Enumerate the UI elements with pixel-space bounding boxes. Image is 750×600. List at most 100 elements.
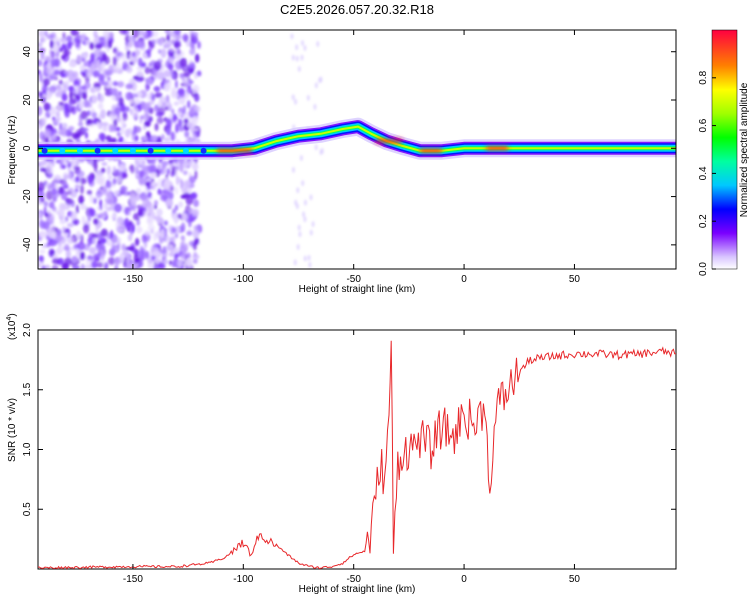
streak-speck <box>295 44 299 51</box>
noise-speck <box>52 43 59 53</box>
colorbar-ticks: 0.0 0.2 0.4 0.6 0.8 <box>698 70 716 276</box>
noise-speck <box>93 218 99 225</box>
top-y-ticks: -40 -20 0 20 40 <box>22 46 676 252</box>
noise-speck <box>52 36 61 44</box>
noise-speck <box>164 235 172 244</box>
noise-speck <box>73 166 79 171</box>
streak-speck <box>307 254 311 261</box>
noise-speck <box>121 243 126 251</box>
bottom-x-axis-label: Height of straight line (km) <box>299 584 416 595</box>
noise-speck <box>55 111 60 118</box>
noise-speck <box>117 81 125 88</box>
noise-speck <box>62 49 71 57</box>
noise-speck <box>154 257 161 264</box>
ridge-dot <box>147 147 154 154</box>
noise-speck <box>73 243 80 250</box>
noise-speck <box>168 251 175 257</box>
noise-speck <box>148 40 152 46</box>
noise-speck <box>136 226 143 234</box>
streak-speck <box>296 187 300 194</box>
streak-speck <box>291 166 295 173</box>
noise-speck <box>171 108 175 115</box>
noise-speck <box>182 33 189 42</box>
noise-speck <box>173 30 181 35</box>
noise-speck <box>85 258 92 266</box>
noise-speck <box>91 233 99 239</box>
noise-speck <box>40 51 45 61</box>
noise-speck <box>168 260 173 266</box>
bottom-x-tick-label-4: 50 <box>569 574 581 585</box>
noise-speck <box>80 110 88 120</box>
noise-speck <box>75 204 80 214</box>
noise-speck <box>49 249 55 256</box>
noise-speck <box>172 113 177 119</box>
ridge-dot <box>59 147 66 154</box>
top-y-tick-label-0: -40 <box>22 237 33 252</box>
streak-speck <box>291 54 295 61</box>
noise-speck <box>156 137 161 143</box>
noise-speck <box>185 257 193 267</box>
noise-speck <box>96 205 101 211</box>
noise-speck <box>66 35 73 42</box>
noise-speck <box>129 108 134 116</box>
noise-speck <box>108 124 114 133</box>
bottom-y-axis-label: SNR (10 * v/v) <box>7 398 18 462</box>
noise-speck <box>194 169 198 180</box>
streak-speck <box>300 54 304 61</box>
noise-speck <box>93 198 97 204</box>
ridge-dot <box>41 147 48 154</box>
noise-speck <box>159 249 167 254</box>
top-y-tick-label-2: 0 <box>22 145 33 151</box>
noise-speck <box>63 102 69 112</box>
noise-speck <box>177 118 183 128</box>
noise-speck <box>63 184 69 189</box>
noise-speck <box>60 54 66 60</box>
noise-speck <box>116 176 122 183</box>
noise-speck <box>77 90 83 96</box>
ridge-dot <box>165 147 172 154</box>
noise-speck <box>107 257 116 266</box>
noise-speck <box>161 163 166 170</box>
noise-speck <box>180 235 185 241</box>
noise-speck <box>154 204 158 210</box>
noise-speck <box>153 60 162 71</box>
figure-title: C2E5.2026.057.20.32.R18 <box>280 2 434 17</box>
noise-speck <box>44 30 48 37</box>
noise-speck <box>129 195 137 206</box>
noise-speck <box>135 192 141 201</box>
noise-speck <box>137 57 143 67</box>
noise-speck <box>96 121 100 128</box>
noise-speck <box>124 44 130 51</box>
noise-speck <box>157 71 165 80</box>
noise-speck <box>38 42 43 48</box>
noise-speck <box>41 264 46 269</box>
noise-speck <box>56 246 62 255</box>
colorbar-tick-label-4: 0.8 <box>698 70 709 84</box>
noise-speck <box>164 30 171 34</box>
noise-speck <box>80 203 87 210</box>
noise-speck <box>94 43 103 50</box>
noise-speck <box>112 56 117 67</box>
noise-speck <box>76 170 85 178</box>
noise-speck <box>74 39 81 48</box>
bottom-y-tick-label-2: 1.5 <box>22 382 33 396</box>
noise-speck <box>91 260 98 269</box>
noise-speck <box>194 94 200 102</box>
noise-speck <box>114 256 121 266</box>
noise-speck <box>38 212 42 218</box>
noise-speck <box>127 234 133 242</box>
streak-speck <box>314 82 318 89</box>
noise-speck <box>76 54 82 64</box>
noise-speck <box>113 118 118 127</box>
bottom-y-tick-label-0: 0.5 <box>22 502 33 516</box>
noise-speck <box>151 181 156 187</box>
noise-speck <box>100 228 108 237</box>
noise-speck <box>97 231 102 242</box>
noise-speck <box>97 93 105 103</box>
noise-speck <box>110 110 115 116</box>
noise-speck <box>96 262 104 268</box>
streak-speck <box>303 199 307 206</box>
noise-speck <box>148 78 154 86</box>
noise-speck <box>186 159 194 164</box>
noise-speck <box>105 69 114 75</box>
